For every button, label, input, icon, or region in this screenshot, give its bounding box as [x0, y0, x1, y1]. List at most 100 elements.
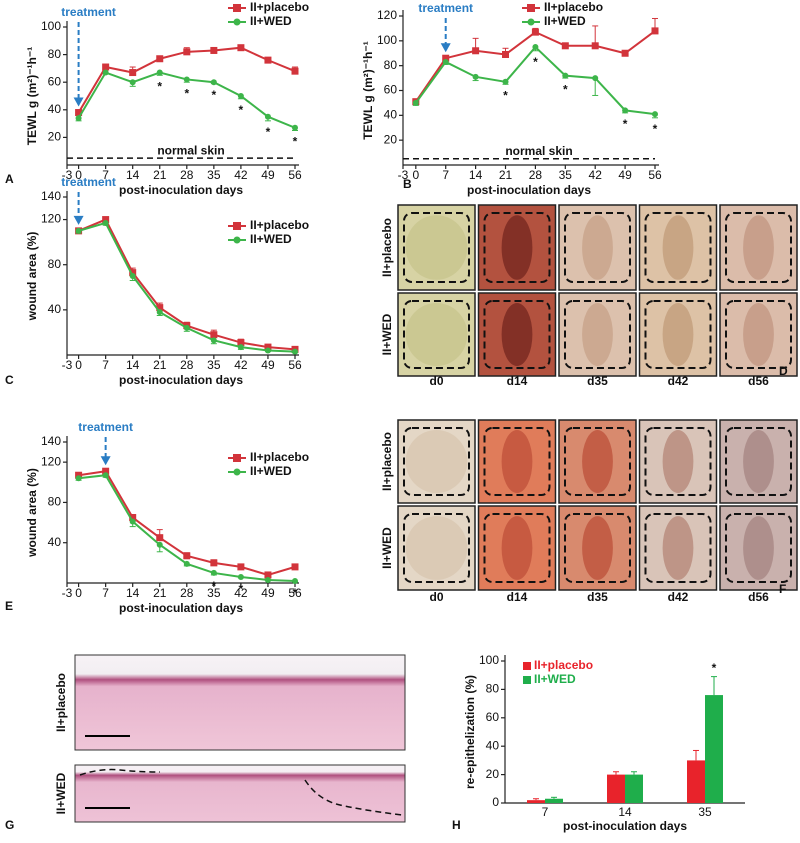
data-point — [183, 552, 191, 560]
x-tick-label: 35 — [698, 805, 712, 819]
legend-label: II+placebo — [250, 218, 309, 232]
bar — [527, 800, 545, 803]
x-tick-label: 49 — [618, 168, 632, 182]
wound-outline — [564, 427, 631, 496]
data-point — [292, 577, 298, 584]
column-label: d56 — [748, 374, 769, 388]
data-point — [102, 63, 110, 71]
y-tick-label: 80 — [48, 495, 62, 509]
panel-label: F — [779, 582, 786, 596]
wound-outline — [644, 427, 712, 496]
data-point — [472, 47, 480, 55]
x-tick-label: 14 — [126, 168, 140, 182]
x-axis-title: post-inoculation days — [119, 601, 243, 615]
x-tick-label: 42 — [234, 358, 248, 372]
legend-marker — [523, 676, 531, 684]
wound-area — [405, 429, 468, 494]
x-tick-label: 14 — [126, 358, 140, 372]
data-point — [622, 107, 629, 114]
x-tick-label: 35 — [207, 168, 221, 182]
wound-outline — [483, 427, 551, 496]
data-point — [210, 559, 218, 567]
data-point — [291, 67, 299, 75]
panel-label: D — [779, 364, 788, 378]
y-axis-title: wound area (%) — [25, 232, 39, 322]
data-point — [264, 56, 272, 64]
x-tick-label: 21 — [153, 168, 167, 182]
data-point — [292, 348, 298, 355]
data-point — [210, 331, 218, 339]
bar — [607, 774, 625, 803]
data-point — [75, 471, 83, 479]
x-tick-label: 7 — [102, 358, 109, 372]
wound-outline — [403, 300, 470, 369]
wound-edge — [79, 768, 161, 776]
legend-label: II+placebo — [534, 658, 593, 672]
wound-area — [662, 302, 694, 367]
y-tick-label: 40 — [486, 738, 500, 752]
data-point — [442, 54, 450, 62]
data-point — [502, 78, 509, 85]
data-point — [156, 534, 164, 542]
x-tick-label: 0 — [75, 168, 82, 182]
column-label: d14 — [507, 374, 528, 388]
legend-label: II+WED — [250, 232, 292, 246]
treatment-arrowhead — [73, 97, 84, 107]
row-label: II+placebo — [380, 218, 394, 277]
significance-mark: * — [293, 135, 298, 149]
y-tick-label: 80 — [48, 47, 62, 61]
wound-outline — [403, 427, 470, 496]
wound-area — [501, 516, 533, 580]
panel-label: E — [5, 599, 13, 613]
column-label: d0 — [429, 374, 443, 388]
treatment-arrowhead — [440, 43, 451, 53]
data-point — [129, 514, 137, 522]
data-point — [292, 124, 298, 131]
treatment-label: treatment — [61, 5, 116, 19]
significance-mark: * — [712, 661, 717, 675]
data-point — [264, 347, 271, 354]
wound-outline — [564, 513, 631, 583]
legend-label: II+placebo — [250, 0, 309, 14]
x-tick-label: 56 — [648, 168, 662, 182]
column-label: d0 — [429, 590, 443, 604]
data-point — [75, 475, 82, 482]
data-point — [156, 309, 163, 316]
column-label: d42 — [668, 590, 689, 604]
y-tick-label: 120 — [377, 8, 397, 22]
data-point — [129, 79, 136, 86]
y-tick-label: 60 — [384, 83, 398, 97]
y-axis-title: re-epithelization (%) — [463, 675, 477, 789]
wound-outline — [483, 212, 551, 283]
legend-marker — [233, 236, 241, 244]
data-point — [502, 50, 510, 58]
legend-label: II+WED — [250, 14, 292, 28]
legend-label: II+WED — [534, 672, 576, 686]
x-tick-label: 28 — [180, 168, 194, 182]
wound-area — [405, 215, 468, 280]
x-tick-label: 56 — [288, 168, 302, 182]
wound-area — [582, 429, 613, 494]
wound-area — [743, 516, 774, 580]
data-point — [102, 219, 109, 226]
wound-area — [662, 516, 694, 580]
significance-mark: * — [184, 86, 189, 100]
data-point — [237, 573, 244, 580]
x-tick-label: -3 — [62, 358, 73, 372]
wound-area — [501, 215, 533, 280]
data-point — [210, 79, 217, 86]
significance-mark: * — [239, 103, 244, 117]
y-tick-label: 20 — [48, 130, 62, 144]
legend-label: II+WED — [250, 464, 292, 478]
wound-outline — [725, 427, 792, 496]
data-point — [472, 73, 479, 80]
y-axis-title: wound area (%) — [25, 468, 39, 558]
x-axis-title: post-inoculation days — [119, 183, 243, 197]
y-tick-label: 40 — [48, 102, 62, 116]
data-point — [210, 337, 217, 344]
y-tick-label: 80 — [486, 682, 500, 696]
legend-marker — [527, 4, 535, 12]
column-label: d56 — [748, 590, 769, 604]
x-tick-label: 0 — [75, 358, 82, 372]
